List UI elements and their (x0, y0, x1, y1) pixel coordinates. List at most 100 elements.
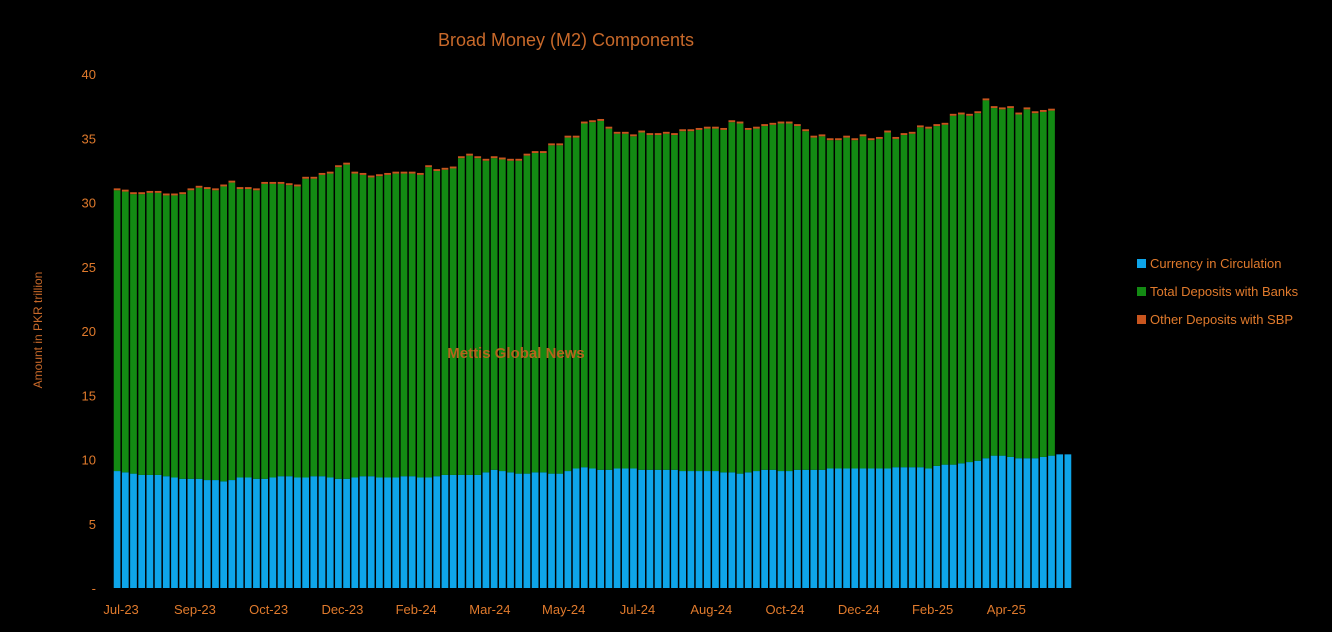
bar-segment-s0-89 (843, 468, 850, 588)
bar-segment-s0-13 (220, 481, 228, 588)
bar-segment-s2-39 (433, 169, 441, 172)
bar-segment-s1-92 (867, 140, 875, 469)
bar-segment-s2-58 (589, 120, 596, 123)
bar-segment-s0-90 (851, 468, 859, 588)
bar-segment-s2-28 (343, 162, 350, 165)
bar-segment-s2-3 (138, 192, 146, 195)
bar-segment-s1-108 (998, 109, 1006, 456)
legend-label-2: Other Deposits with SBP (1150, 312, 1293, 327)
bar-segment-s1-33 (384, 174, 391, 478)
bar-segment-s1-0 (113, 190, 121, 472)
bar-segment-s2-74 (720, 127, 727, 130)
bar-segment-s0-57 (580, 467, 588, 588)
bar-segment-s2-6 (162, 193, 170, 196)
bar-segment-s1-88 (835, 140, 842, 469)
bar-segment-s0-3 (138, 474, 146, 588)
bar-segment-s1-83 (794, 126, 801, 470)
bar-segment-s2-76 (736, 121, 744, 124)
bar-segment-s0-72 (703, 471, 711, 588)
bar-segment-s2-70 (687, 129, 695, 132)
bar-segment-s1-64 (638, 132, 646, 470)
bar-segment-s2-37 (417, 172, 424, 175)
bar-segment-s2-25 (318, 172, 326, 175)
y-axis-ticks: - 5 10 15 20 25 30 35 40 (82, 67, 96, 596)
bar-segment-s0-63 (630, 468, 637, 588)
bar-segment-s0-101 (941, 464, 949, 588)
bar-segment-s0-93 (876, 468, 883, 588)
bar-segment-s1-30 (359, 174, 367, 477)
bar-segment-s1-87 (826, 140, 834, 469)
bar-segment-s2-93 (876, 136, 883, 139)
bar-segment-s2-1 (121, 189, 129, 192)
bar-segment-s2-17 (253, 188, 260, 191)
bar-segment-s0-48 (507, 472, 514, 588)
bar-segment-s1-32 (376, 176, 383, 478)
bar-segment-s1-2 (130, 194, 137, 474)
bar-segment-s0-56 (572, 468, 580, 588)
bar-segment-s0-69 (679, 471, 687, 588)
bar-segment-s2-104 (966, 113, 973, 116)
bar-segment-s2-94 (884, 130, 891, 133)
bar-segment-s2-23 (302, 176, 309, 179)
bar-segment-s1-72 (703, 128, 711, 472)
bar-segment-s0-84 (802, 469, 809, 588)
bar-segment-s1-113 (1039, 111, 1047, 457)
bar-segment-s1-101 (941, 124, 949, 465)
bar-segment-s0-31 (367, 476, 375, 588)
bar-segment-s0-88 (835, 468, 842, 588)
bar-segment-s1-96 (900, 135, 908, 468)
bar-segment-s0-94 (884, 468, 891, 588)
bar-segment-s2-86 (818, 134, 826, 137)
bar-segment-s0-8 (179, 478, 187, 588)
bar-segment-s0-96 (900, 467, 908, 588)
bar-segment-s1-21 (285, 185, 293, 477)
bar-segment-s2-96 (900, 133, 908, 136)
bar-segment-s0-107 (990, 455, 998, 588)
bar-segment-s2-78 (753, 126, 760, 129)
bar-segment-s0-87 (826, 468, 834, 588)
bar-segment-s0-75 (728, 472, 736, 588)
bar-segment-s1-39 (433, 171, 441, 477)
bar-segment-s0-99 (925, 468, 932, 588)
bar-segment-s0-85 (810, 469, 818, 588)
bar-segment-s0-54 (556, 473, 564, 588)
bar-segment-s0-33 (384, 477, 391, 588)
bar-segment-s1-58 (589, 122, 596, 469)
bar-segment-s1-93 (876, 138, 883, 469)
bar-segment-s0-98 (917, 467, 924, 588)
bar-segment-s2-65 (646, 133, 654, 136)
bar-segment-s1-102 (949, 115, 957, 465)
bar-segment-s2-56 (572, 135, 580, 138)
x-axis-ticks: Jul-23 Sep-23 Oct-23 Dec-23 Feb-24 Mar-24 May-… (103, 602, 1025, 617)
bar-segment-s2-108 (998, 107, 1006, 110)
bar-segment-s2-48 (507, 158, 514, 161)
bar-segment-s2-43 (466, 153, 473, 156)
bar-segment-s2-15 (236, 187, 244, 190)
y-tick-label-1: 5 (89, 517, 96, 532)
bar-segment-s1-43 (466, 155, 473, 475)
bar-segment-s0-113 (1039, 456, 1047, 588)
bar-segment-s1-42 (457, 158, 465, 475)
bar-segment-s0-15 (236, 477, 244, 588)
bar-segment-s0-110 (1015, 458, 1023, 588)
bar-segment-s0-111 (1023, 458, 1031, 588)
bar-segment-s2-0 (113, 188, 121, 191)
bar-segment-s2-110 (1015, 112, 1023, 115)
bar-segment-s2-7 (171, 193, 178, 196)
bar-segment-s2-85 (810, 135, 818, 138)
bar-segment-s0-14 (228, 480, 236, 588)
x-tick-label-2: Oct-23 (249, 602, 288, 617)
bar-segment-s0-95 (892, 467, 900, 588)
bar-segment-s2-98 (917, 125, 924, 128)
bar-segment-s1-14 (228, 182, 236, 481)
bar-segment-s1-54 (556, 145, 564, 474)
x-tick-label-0: Jul-23 (103, 602, 138, 617)
bar-segment-s2-91 (859, 134, 867, 137)
bar-segment-s1-49 (515, 160, 523, 474)
bar-segment-s1-44 (474, 158, 482, 475)
bar-segment-s0-50 (523, 473, 531, 588)
bar-segment-s0-44 (474, 474, 482, 588)
bar-segment-s1-18 (261, 183, 268, 479)
x-tick-label-7: Jul-24 (620, 602, 655, 617)
bar-segment-s2-92 (867, 138, 875, 141)
